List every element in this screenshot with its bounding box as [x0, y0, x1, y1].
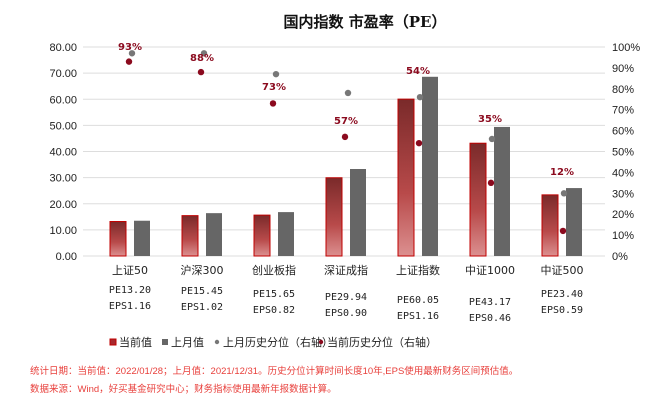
bar-last-month-value [134, 220, 150, 256]
bar-current-value [109, 221, 127, 257]
legend-label-2: 上月历史分位（右轴） [223, 335, 333, 349]
legend-marker-1 [162, 339, 168, 345]
percentile-data-label: 12% [550, 167, 574, 178]
pe-label: PE60.05 [397, 295, 439, 306]
dot-current-percentile [269, 100, 277, 107]
percentile-data-label: 93% [118, 42, 142, 53]
category-label: 上证50 [112, 264, 148, 277]
legend-label-0: 当前值 [119, 335, 152, 349]
legend-marker-2 [214, 339, 220, 345]
chart-title: 国内指数 市盈率（PE） [284, 13, 447, 31]
percentile-data-label: 54% [406, 66, 430, 77]
pe-label: PE13.20 [109, 285, 151, 296]
left-axis-tick: 80.00 [49, 42, 77, 54]
bar-current-value [181, 215, 199, 257]
bar-last-month-value [494, 126, 510, 256]
pe-label: PE23.40 [541, 289, 583, 300]
right-axis-tick: 90% [612, 63, 634, 75]
category-label: 深证成指 [324, 263, 368, 277]
legend-label-3: 当前历史分位（右轴） [327, 335, 437, 349]
dot-last-month-percentile [344, 89, 352, 97]
category-label: 创业板指 [252, 263, 296, 277]
eps-label: EPS0.59 [541, 305, 583, 316]
dot-last-month-percentile [272, 70, 280, 78]
percentile-data-label: 57% [334, 116, 358, 127]
dot-current-percentile [559, 227, 567, 235]
dot-current-percentile [487, 179, 495, 187]
left-axis-tick: 70.00 [49, 68, 77, 80]
right-axis-tick: 20% [612, 209, 634, 221]
note-source: 数据来源：Wind，好买基金研究中心；财务指标使用最新年报数据计算。 [30, 384, 337, 395]
category-label: 中证1000 [465, 264, 515, 277]
bar-last-month-value [422, 76, 438, 256]
left-axis-tick: 30.00 [49, 173, 77, 185]
category-label: 中证500 [541, 264, 584, 277]
pe-label: PE15.45 [181, 286, 223, 297]
pe-label: PE43.17 [469, 297, 511, 308]
eps-label: EPS0.46 [469, 313, 511, 324]
bar-current-value [325, 177, 343, 257]
bar-current-value [469, 142, 487, 257]
right-axis-tick: 70% [612, 105, 634, 117]
dot-last-month-percentile [560, 190, 568, 197]
dot-last-month-percentile [200, 50, 208, 57]
bar-last-month-value [206, 213, 222, 256]
note-stat-date: 统计日期：当前值：2022/01/28；上月值：2021/12/31。历史分位计… [30, 366, 519, 377]
right-axis-tick: 60% [612, 126, 634, 138]
legend-marker-0 [109, 338, 117, 346]
bar-last-month-value [566, 188, 582, 256]
category-label: 上证指数 [396, 263, 440, 277]
percentile-data-label: 88% [190, 53, 214, 64]
left-axis-tick: 50.00 [49, 120, 77, 132]
eps-label: EPS1.16 [397, 311, 439, 322]
percentile-data-label: 73% [262, 82, 286, 93]
left-axis-tick: 10.00 [49, 225, 77, 237]
pe-label: PE29.94 [325, 292, 367, 303]
percentile-data-label: 35% [478, 114, 502, 125]
dot-current-percentile [125, 58, 133, 65]
dot-current-percentile [341, 133, 349, 141]
right-axis-tick: 80% [612, 84, 634, 96]
dot-current-percentile [197, 68, 205, 76]
right-axis-tick: 10% [612, 230, 634, 242]
right-axis-tick: 100% [612, 42, 640, 54]
bar-current-value [397, 98, 415, 257]
bar-last-month-value [350, 169, 366, 256]
left-axis-tick: 40.00 [49, 147, 77, 159]
bar-last-month-value [278, 212, 294, 256]
eps-label: EPS0.82 [253, 305, 295, 316]
right-axis-tick: 50% [612, 147, 634, 159]
left-axis-tick: 60.00 [49, 94, 77, 106]
dot-last-month-percentile [416, 93, 424, 101]
legend-label-1: 上月值 [171, 336, 204, 349]
left-axis-tick: 20.00 [49, 199, 77, 211]
dot-last-month-percentile [488, 135, 496, 143]
category-label: 沪深300 [181, 263, 224, 277]
right-axis-tick: 40% [612, 167, 634, 179]
right-axis-tick: 30% [612, 188, 634, 200]
left-axis-tick: 0.00 [56, 251, 77, 263]
eps-label: EPS0.90 [325, 308, 367, 319]
eps-label: EPS1.16 [109, 301, 151, 312]
right-axis-tick: 0% [612, 251, 628, 263]
eps-label: EPS1.02 [181, 302, 223, 313]
bar-current-value [253, 214, 271, 257]
dot-current-percentile [415, 139, 423, 147]
legend-marker-3 [318, 339, 324, 345]
bar-current-value [541, 194, 559, 257]
dot-last-month-percentile [128, 50, 136, 57]
pe-label: PE15.65 [253, 289, 295, 300]
